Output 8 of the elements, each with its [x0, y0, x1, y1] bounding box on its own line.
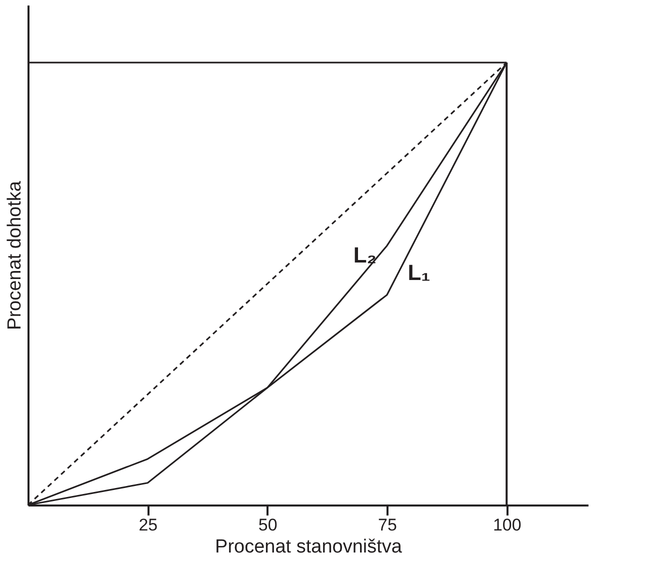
x-tick-label: 50: [258, 516, 278, 534]
y-axis-title: Procenat dohotka: [4, 180, 26, 330]
series-label: L₁: [408, 260, 430, 285]
series-label: L₂: [353, 242, 377, 268]
x-tick-label: 25: [138, 516, 158, 534]
x-axis-title: Procenat stanovništva: [215, 536, 402, 558]
x-tick-label: 75: [378, 516, 397, 534]
x-tick-label: 100: [492, 516, 522, 534]
